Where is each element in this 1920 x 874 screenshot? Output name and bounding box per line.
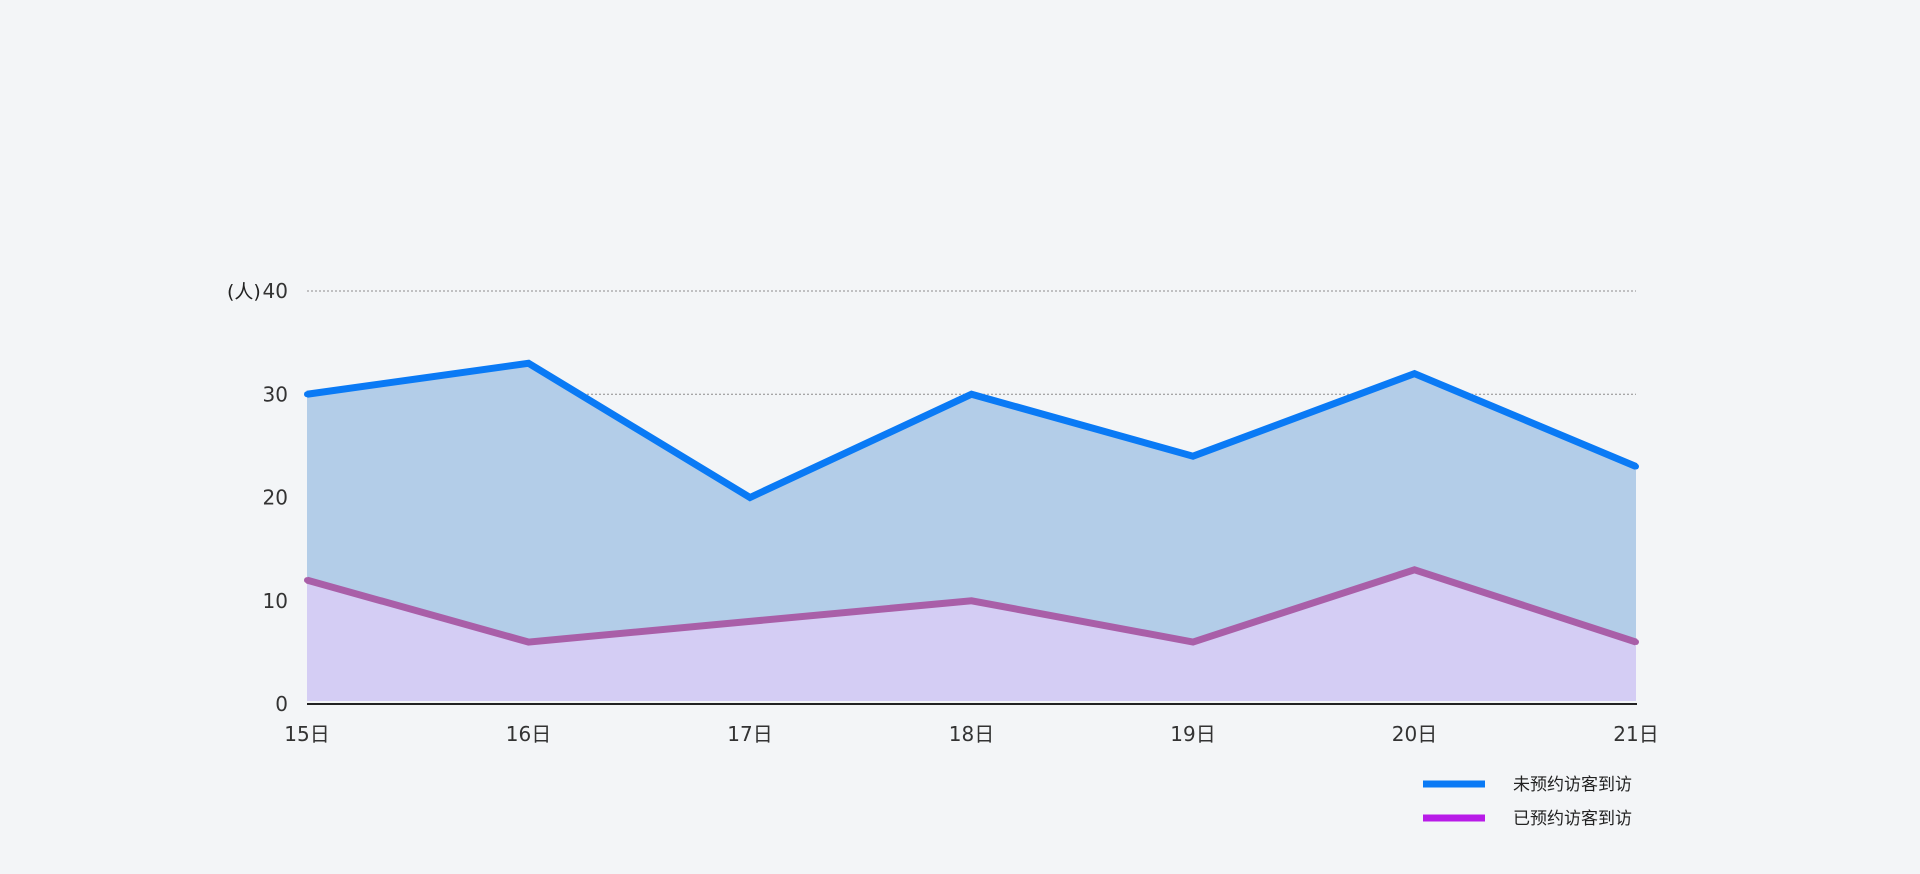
data-point: [747, 618, 753, 625]
legend-label-2: 已预约访客到访: [1513, 809, 1632, 829]
x-tick-label: 19日: [1170, 722, 1215, 746]
data-point: [304, 391, 310, 398]
data-point: [968, 391, 975, 398]
y-axis-unit: (人): [227, 281, 261, 303]
x-tick-label: 18日: [949, 722, 994, 746]
data-point: [1190, 453, 1196, 460]
y-tick-label: 30: [263, 382, 288, 406]
data-point: [525, 360, 532, 367]
x-tick-label: 21日: [1613, 722, 1658, 746]
data-point: [1633, 639, 1639, 646]
x-tick-label: 15日: [284, 722, 329, 746]
data-point: [525, 639, 532, 646]
data-point: [968, 597, 975, 604]
x-tick-label: 16日: [506, 722, 551, 746]
y-tick-label: 10: [263, 589, 288, 613]
y-tick-label: 20: [263, 486, 288, 510]
data-point: [1411, 566, 1418, 573]
x-tick-label: 17日: [727, 722, 772, 746]
y-tick-label: 0: [275, 692, 288, 716]
line-layer: [304, 359, 1639, 646]
data-point: [1411, 370, 1418, 377]
area-layer: [307, 363, 1636, 701]
series-area-2: [307, 569, 1636, 701]
data-point: [747, 494, 753, 501]
y-tick-label: 40: [263, 279, 288, 303]
x-tick-label: 20日: [1392, 722, 1437, 746]
data-point: [1190, 639, 1196, 646]
label-layer: (人) 0 10 20 30 40 15日 16日 17日 18日 19日 20日 21日: [227, 279, 1659, 746]
data-point: [304, 577, 310, 584]
data-point: [1633, 463, 1639, 470]
legend-label-1: 未预约访客到访: [1513, 775, 1632, 795]
